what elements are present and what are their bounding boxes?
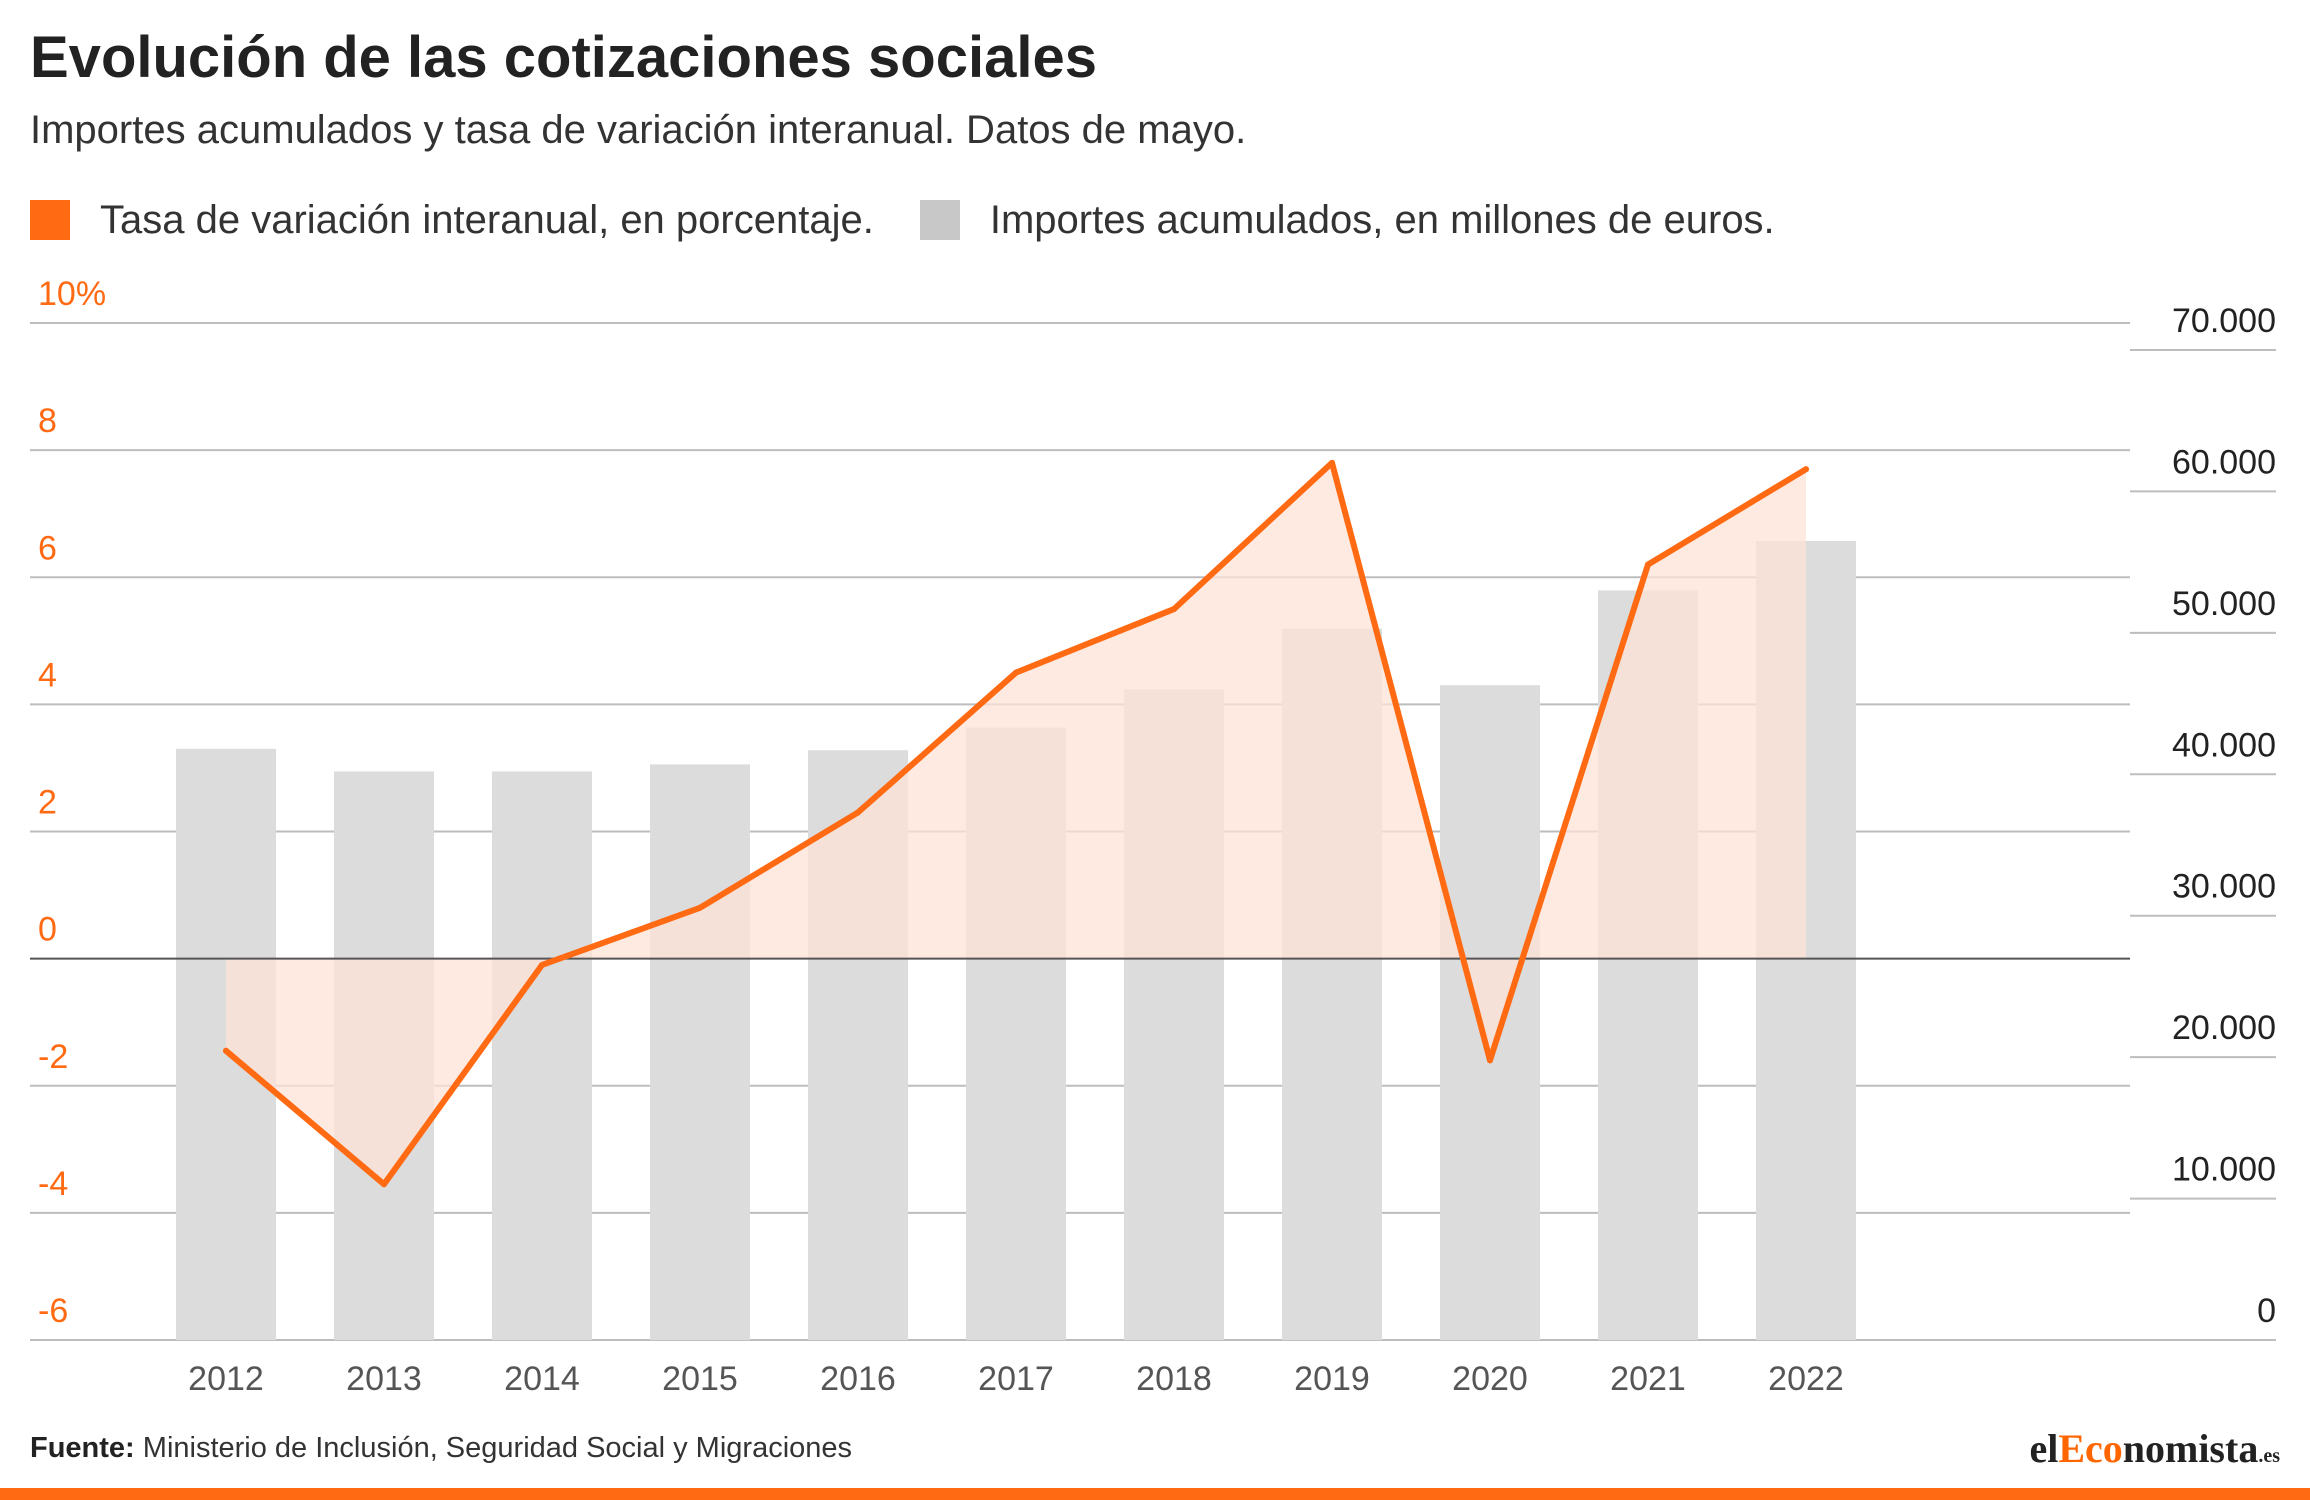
bar-2015	[650, 764, 750, 1340]
left-tick-label-7: 8	[38, 402, 57, 440]
x-tick-label-2018: 2018	[1136, 1360, 1212, 1398]
legend-item-rate: Tasa de variación interanual, en porcent…	[30, 198, 874, 243]
x-tick-label-2014: 2014	[504, 1360, 580, 1398]
rate-area	[226, 462, 1806, 1185]
x-tick-label-2022: 2022	[1768, 1360, 1844, 1398]
left-tick-label-1: -4	[38, 1165, 68, 1203]
bar-2014	[492, 771, 592, 1340]
x-tick-label-2019: 2019	[1294, 1360, 1370, 1398]
brand-logo: elEconomista.es	[2029, 1425, 2280, 1472]
right-tick-label-7: 70.000	[2172, 302, 2276, 340]
logo-accent: Eco	[2058, 1426, 2123, 1471]
source-note: Fuente: Ministerio de Inclusión, Segurid…	[30, 1432, 852, 1465]
rate-point-2016	[855, 809, 861, 816]
right-tick-label-0: 0	[2257, 1292, 2276, 1330]
left-tick-label-2: -2	[38, 1038, 68, 1076]
right-tick-label-1: 10.000	[2172, 1151, 2276, 1189]
legend: Tasa de variación interanual, en porcent…	[30, 195, 1821, 245]
rate-point-2013	[381, 1181, 387, 1188]
x-tick-label-2012: 2012	[188, 1360, 264, 1398]
legend-swatch-amount	[919, 200, 960, 240]
x-tick-label-2016: 2016	[820, 1360, 896, 1398]
chart-title: Evolución de las cotizaciones sociales	[30, 25, 1097, 90]
logo-rest: nomista	[2122, 1426, 2259, 1471]
x-tick-label-2017: 2017	[978, 1360, 1054, 1398]
rate-point-2017	[1013, 669, 1019, 676]
chart-subtitle: Importes acumulados y tasa de variación …	[30, 108, 1247, 152]
right-tick-label-6: 60.000	[2172, 443, 2276, 481]
legend-label-amount: Importes acumulados, en millones de euro…	[989, 197, 1775, 242]
logo-tld: .es	[2258, 1445, 2280, 1467]
legend-swatch-rate	[30, 200, 70, 240]
rate-point-2021	[1645, 561, 1651, 568]
legend-label-rate: Tasa de variación interanual, en porcent…	[100, 197, 874, 242]
source-label: Fuente:	[30, 1432, 135, 1464]
left-tick-label-5: 4	[38, 656, 57, 694]
rate-point-2019	[1329, 459, 1335, 466]
right-tick-label-3: 30.000	[2172, 868, 2276, 906]
rate-point-2015	[697, 904, 703, 911]
right-tick-label-2: 20.000	[2172, 1009, 2276, 1047]
rate-point-2014	[539, 961, 545, 968]
x-tick-label-2013: 2013	[346, 1360, 422, 1398]
left-tick-label-8: 10%	[38, 275, 106, 313]
bottom-accent-bar	[0, 1488, 2310, 1500]
left-tick-label-4: 2	[38, 784, 57, 822]
x-tick-label-2015: 2015	[662, 1360, 738, 1398]
rate-point-2018	[1171, 606, 1177, 613]
logo-prefix: el	[2029, 1426, 2059, 1471]
right-tick-label-5: 50.000	[2172, 585, 2276, 623]
right-tick-label-4: 40.000	[2172, 726, 2276, 764]
chart-plot: -6 -4 -2 0 2 4 6 8 10% 0 10.000 20.000 30.000 40.000 5…	[30, 275, 2276, 1398]
left-tick-label-0: -6	[38, 1292, 68, 1330]
rate-point-2022	[1803, 466, 1809, 473]
legend-item-amount: Importes acumulados, en millones de euro…	[919, 197, 1775, 243]
rate-point-2020	[1487, 1057, 1493, 1064]
x-tick-label-2021: 2021	[1610, 1360, 1686, 1398]
x-tick-label-2020: 2020	[1452, 1360, 1528, 1398]
rate-point-2012	[223, 1047, 229, 1054]
left-tick-label-3: 0	[38, 911, 57, 949]
left-tick-label-6: 6	[38, 529, 57, 567]
source-text: Ministerio de Inclusión, Seguridad Socia…	[142, 1432, 853, 1464]
